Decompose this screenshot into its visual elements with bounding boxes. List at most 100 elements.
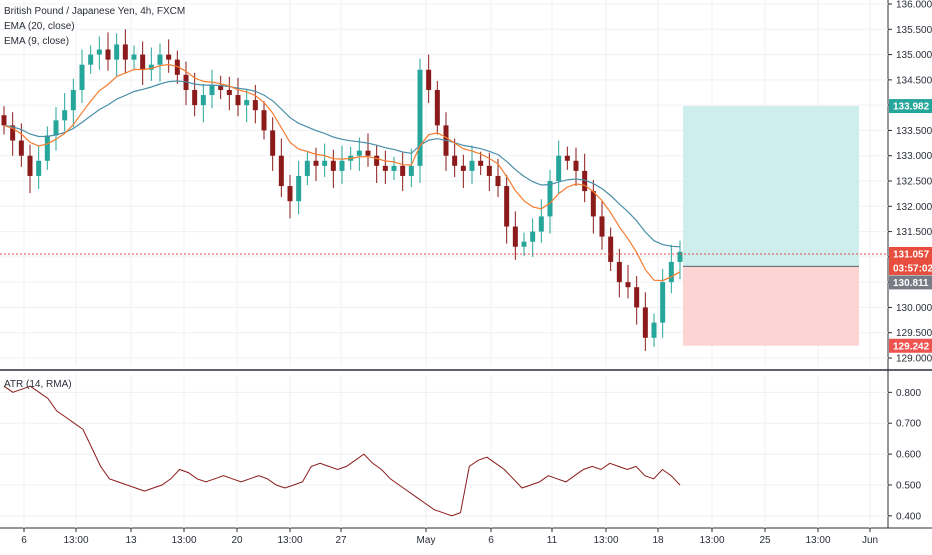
current-price-label: 131.057 [893, 249, 930, 260]
candle-body [209, 84, 215, 96]
atr-line [3, 385, 681, 517]
loss-zone [683, 266, 859, 346]
candle-body [374, 155, 380, 166]
candle-body [131, 54, 137, 60]
candle-body [495, 175, 501, 187]
candle-body [382, 165, 388, 171]
atr-legend: ATR (14, RMA) [4, 379, 72, 390]
candle-body [486, 165, 492, 176]
countdown-label: 03:57:02 [893, 263, 932, 274]
candle-body [478, 160, 484, 166]
candle-body [452, 155, 458, 166]
candle-body [642, 307, 648, 338]
candle-body [330, 160, 336, 171]
candle-body [512, 226, 518, 247]
candle-body [105, 49, 111, 60]
x-tick-label: 13:00 [805, 535, 830, 546]
candle-body [634, 287, 640, 308]
x-tick-label: May [417, 535, 436, 546]
candle-body [651, 322, 657, 338]
candle-body [62, 110, 68, 121]
candle-body [400, 165, 406, 176]
candle-body [53, 120, 59, 136]
candle-body [426, 69, 432, 90]
candle-body [96, 49, 102, 55]
x-tick-label: 13:00 [593, 535, 618, 546]
candle-body [166, 54, 172, 60]
y-tick-label: 135.000 [896, 50, 932, 61]
y-tick-label: 133.500 [896, 126, 932, 137]
target-price-label: 133.982 [893, 102, 930, 113]
entry-price-label-bg [889, 275, 932, 290]
legend-ema9: EMA (9, close) [4, 36, 70, 47]
candle-body [70, 89, 76, 111]
atr-y-tick-label: 0.400 [896, 511, 921, 522]
y-tick-label: 133.000 [896, 151, 932, 162]
candle-body [538, 216, 544, 232]
candle-body [460, 165, 466, 171]
candle-body [469, 160, 475, 171]
countdown-label-bg [889, 260, 932, 275]
x-tick-label: 11 [547, 535, 558, 546]
x-tick-label: 13:00 [63, 535, 88, 546]
candle-body [27, 155, 33, 176]
candle-body [200, 95, 206, 106]
x-tick-label: 13:00 [277, 535, 302, 546]
candle-body [608, 236, 614, 262]
candle-body [252, 100, 258, 111]
candle-body [1, 115, 7, 126]
atr-y-tick-label: 0.500 [896, 480, 921, 491]
candle-body [530, 231, 536, 242]
x-tick-label: 13 [125, 535, 137, 546]
candle-body [10, 125, 16, 141]
x-tick-label: 13:00 [171, 535, 196, 546]
candle-body [599, 216, 605, 237]
atr-y-tick-label: 0.700 [896, 419, 921, 430]
entry-price-label: 130.811 [893, 278, 929, 289]
x-tick-label: 18 [652, 535, 664, 546]
candle-body [114, 44, 120, 60]
candle-body [391, 165, 397, 171]
candle-body [625, 282, 631, 288]
y-tick-label: 130.000 [896, 303, 932, 314]
candle-body [226, 89, 232, 96]
y-tick-label: 132.500 [896, 177, 932, 188]
x-tick-label: Jun [862, 535, 878, 546]
candle-body [18, 140, 24, 156]
candle-body [140, 54, 146, 70]
candle-body [235, 95, 241, 106]
candle-body [660, 282, 666, 323]
candle-body [339, 160, 345, 171]
x-tick-label: 27 [335, 535, 347, 546]
chart-title: British Pound / Japanese Yen, 4h, FXCM [4, 6, 186, 17]
candle-body [148, 64, 154, 70]
candle-body [590, 191, 596, 217]
candle-body [44, 135, 50, 161]
candle-body [88, 54, 94, 65]
current-price-label-bg [889, 246, 932, 261]
candle-body [218, 84, 224, 90]
candle-body [157, 54, 163, 65]
candle-body [564, 155, 570, 161]
ema9-line [3, 63, 681, 282]
x-tick-label: 20 [231, 535, 243, 546]
candle-body [504, 186, 510, 227]
candle-body [244, 100, 250, 106]
stop-price-label: 129.242 [893, 341, 930, 352]
candle-body [616, 261, 622, 283]
candle-body [677, 251, 683, 262]
legend-ema20: EMA (20, close) [4, 21, 75, 32]
candle-body [521, 241, 527, 247]
stop-price-label-bg [889, 338, 932, 353]
candle-body [556, 155, 562, 181]
candle-body [296, 175, 302, 202]
candle-body [322, 160, 328, 166]
y-tick-label: 132.000 [896, 202, 932, 213]
candle-body [417, 69, 423, 166]
candle-body [313, 160, 319, 166]
x-tick-label: 6 [21, 535, 27, 546]
y-tick-label: 134.500 [896, 75, 932, 86]
x-tick-label: 25 [759, 535, 771, 546]
